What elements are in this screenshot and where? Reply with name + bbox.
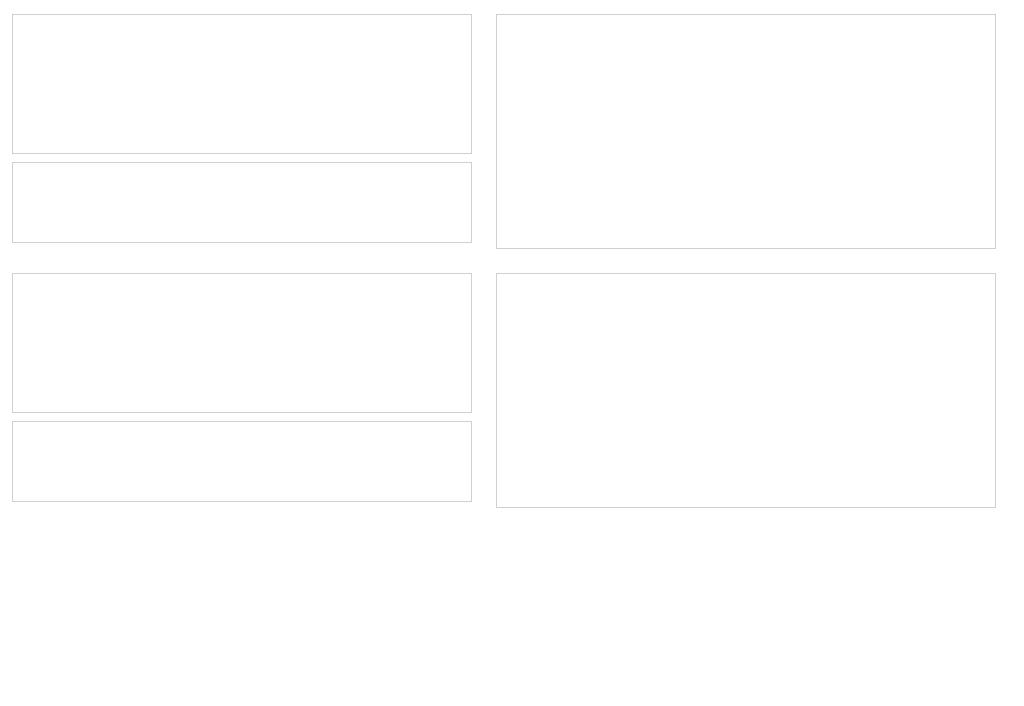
weekly-main-chart: [12, 273, 472, 413]
hourly-section: [12, 14, 1012, 257]
weekly-pivot-chart: [496, 273, 996, 508]
hourly-pivot-chart: [496, 14, 996, 249]
hourly-macd-chart: [12, 162, 472, 243]
weekly-macd-chart: [12, 421, 472, 502]
hourly-main-chart: [12, 14, 472, 154]
weekly-section: [12, 273, 1012, 516]
